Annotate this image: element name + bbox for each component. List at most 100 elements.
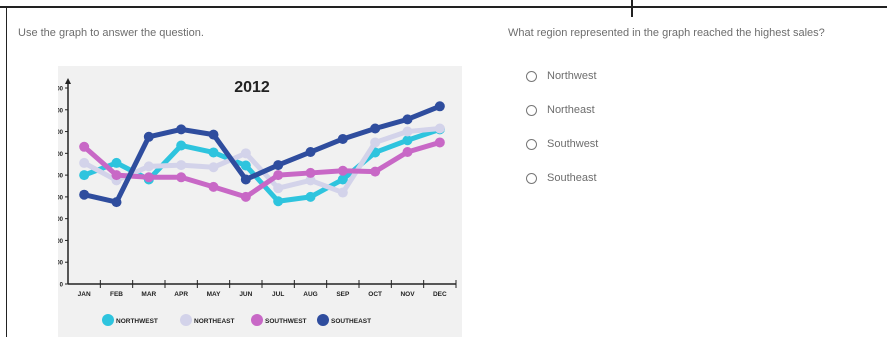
y-axis-arrow <box>65 78 71 84</box>
y-tick-label: 45,000 <box>58 87 64 93</box>
legend-swatch-southeast <box>317 314 329 326</box>
data-point-southwest <box>79 141 90 152</box>
radio-northwest[interactable] <box>526 70 537 82</box>
data-point-northeast <box>370 137 381 148</box>
radio-northeast[interactable] <box>526 104 537 116</box>
data-point-southwest <box>176 172 187 183</box>
series-line-southeast <box>81 103 443 205</box>
data-point-northeast <box>176 160 187 171</box>
option-southwest[interactable]: Southwest <box>526 135 598 153</box>
data-point-southwest <box>402 147 413 158</box>
data-point-southeast <box>434 101 445 112</box>
legend-swatch-northeast <box>180 314 192 326</box>
chart-title: 2012 <box>234 79 270 96</box>
data-point-southeast <box>273 160 284 171</box>
data-point-southeast <box>208 129 219 140</box>
x-tick-label: NOV <box>400 291 415 298</box>
data-point-northwest <box>402 135 413 146</box>
data-point-southeast <box>305 147 316 158</box>
x-tick-label: SEP <box>336 291 350 298</box>
data-point-southwest <box>337 165 348 176</box>
data-point-northeast <box>305 175 316 186</box>
data-point-southeast <box>370 123 381 134</box>
data-point-southeast <box>143 131 154 142</box>
instruction-text: Use the graph to answer the question. <box>18 27 204 39</box>
data-point-southwest <box>370 166 381 177</box>
y-tick-label: 10,000 <box>58 239 64 245</box>
line-chart: 2012 0 5,000 10,000 15,000 20,000 25,000 30,000… <box>58 78 457 326</box>
option-northwest[interactable]: Northwest <box>526 67 597 85</box>
series-line-southwest <box>81 139 443 200</box>
x-tick-label: JUN <box>239 291 252 298</box>
data-point-northeast <box>79 157 90 168</box>
top-frame <box>0 0 887 17</box>
x-tick-label: JAN <box>78 291 91 298</box>
legend-label-northeast: NORTHEAST <box>194 318 234 325</box>
data-point-southwest <box>208 181 219 192</box>
data-point-southwest <box>143 172 154 183</box>
data-point-northeast <box>240 148 251 159</box>
x-tick-label: FEB <box>110 291 123 298</box>
x-tick-label: JUL <box>272 291 284 298</box>
legend-swatch-northwest <box>102 314 114 326</box>
legend-swatch-southwest <box>251 314 263 326</box>
data-point-northwest <box>240 160 251 171</box>
option-label: Southeast <box>547 172 597 184</box>
radio-southeast[interactable] <box>526 172 537 184</box>
data-point-northwest <box>79 170 90 181</box>
x-tick-label: AUG <box>303 291 317 298</box>
data-point-southeast <box>176 124 187 135</box>
legend-label-southeast: SOUTHEAST <box>331 318 371 325</box>
data-point-northeast <box>208 162 219 173</box>
data-point-southeast <box>240 174 251 185</box>
graph-panel: Use the graph to answer the question. 20… <box>18 27 462 337</box>
option-southeast[interactable]: Southeast <box>526 169 597 187</box>
data-point-northeast <box>273 183 284 194</box>
radio-southwest[interactable] <box>526 138 537 150</box>
chart-card: 2012 0 5,000 10,000 15,000 20,000 25,000 30,000… <box>58 66 462 337</box>
y-tick-label: 25,000 <box>58 174 64 180</box>
option-label: Northeast <box>547 104 595 116</box>
x-tick-label: APR <box>174 291 188 298</box>
data-point-northwest <box>208 147 219 158</box>
data-point-northeast <box>337 187 348 198</box>
data-point-southeast <box>402 114 413 125</box>
y-tick-label: 35,000 <box>58 130 64 136</box>
x-tick-label: MAR <box>141 291 156 298</box>
question-panel: What region represented in the graph rea… <box>500 0 887 337</box>
legend-label-southwest: SOUTHWEST <box>265 318 307 325</box>
option-label: Southwest <box>547 138 599 150</box>
y-tick-label: 20,000 <box>58 195 64 201</box>
option-northeast[interactable]: Northeast <box>526 101 595 119</box>
option-label: Northwest <box>547 70 597 82</box>
x-tick-label: MAY <box>207 291 222 298</box>
data-point-northeast <box>434 123 445 134</box>
data-point-northeast <box>402 126 413 137</box>
y-tick-label: 40,000 <box>58 108 64 114</box>
top-border-line <box>0 6 887 8</box>
data-point-northwest <box>111 157 122 168</box>
x-tick-label: OCT <box>368 291 382 298</box>
left-border-line <box>6 8 7 337</box>
y-tick-label: 15,000 <box>58 217 64 223</box>
y-tick-label: 0 <box>60 283 64 289</box>
data-point-southwest <box>434 137 445 148</box>
y-tick-label: 5,000 <box>58 261 64 267</box>
data-point-northwest <box>305 191 316 202</box>
panel-divider-mark <box>631 0 633 17</box>
data-point-northwest <box>273 196 284 207</box>
data-point-southwest <box>305 167 316 178</box>
data-point-northwest <box>337 174 348 185</box>
data-point-southeast <box>337 133 348 144</box>
legend-label-northwest: NORTHWEST <box>116 318 158 325</box>
data-point-southwest <box>240 191 251 202</box>
question-text: What region represented in the graph rea… <box>508 27 825 39</box>
y-tick-label: 30,000 <box>58 152 64 158</box>
data-point-southwest <box>111 170 122 181</box>
data-point-southeast <box>111 197 122 208</box>
x-tick-label: DEC <box>433 291 447 298</box>
data-point-southwest <box>273 170 284 181</box>
data-point-northwest <box>176 140 187 151</box>
data-point-southeast <box>79 189 90 200</box>
data-point-northeast <box>143 161 154 172</box>
